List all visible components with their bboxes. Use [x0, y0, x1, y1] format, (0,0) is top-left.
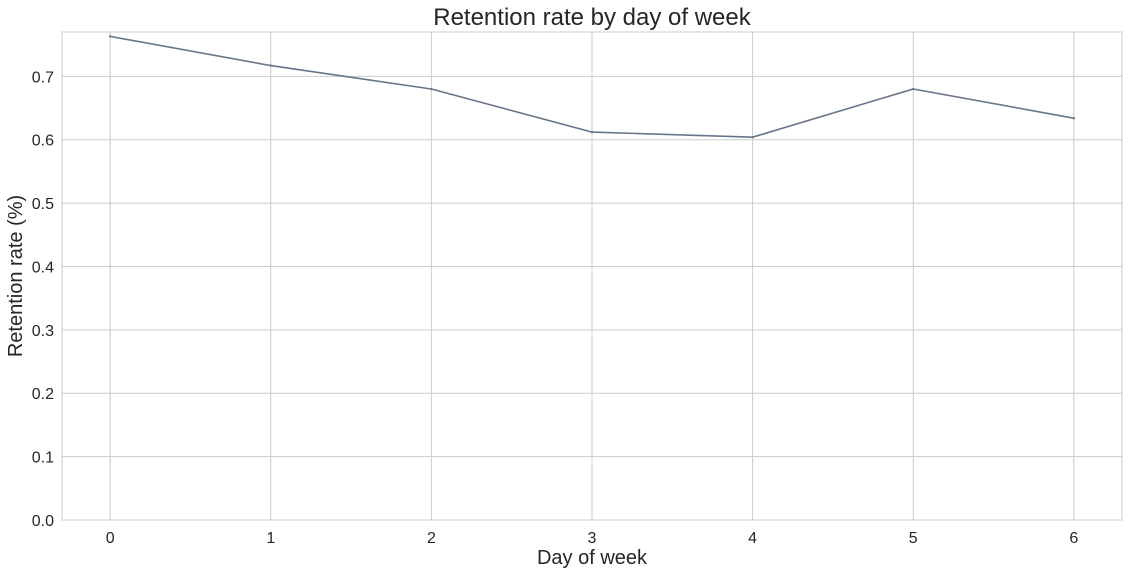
x-tick-label: 5 [909, 530, 918, 547]
y-tick-label: 0.0 [32, 513, 54, 530]
x-tick-label: 2 [427, 530, 436, 547]
grid [62, 32, 1122, 521]
y-tick-label: 0.4 [32, 259, 54, 276]
data-point [1072, 116, 1076, 120]
data-point [108, 35, 112, 38]
plot-frame [61, 31, 1123, 521]
x-tick-label: 0 [106, 530, 115, 547]
data-point [751, 136, 754, 139]
y-tick-label: 0.6 [32, 133, 54, 150]
y-tick-label: 0.1 [32, 450, 54, 467]
x-tick-label: 4 [748, 530, 757, 547]
data-point [912, 87, 915, 91]
data-point [269, 64, 272, 67]
data-point [590, 130, 594, 134]
data-point [430, 87, 433, 91]
y-axis-label: Retention rate (%) [5, 195, 27, 357]
y-axis-ticks: 0.0 0.1 0.2 0.3 0.4 0.5 0.6 0.7 [32, 69, 54, 530]
x-tick-label: 3 [588, 530, 597, 547]
y-tick-label: 0.7 [32, 69, 54, 86]
x-axis-ticks: 0 1 2 3 4 5 6 [106, 530, 1079, 547]
y-tick-label: 0.5 [32, 196, 54, 213]
x-tick-label: 6 [1069, 530, 1078, 547]
y-tick-label: 0.2 [32, 386, 54, 403]
x-tick-label: 1 [266, 530, 275, 547]
x-axis-label: Day of week [537, 547, 648, 569]
y-tick-label: 0.3 [32, 323, 54, 340]
chart-title: Retention rate by day of week [433, 4, 752, 31]
series-layer [108, 35, 1076, 139]
